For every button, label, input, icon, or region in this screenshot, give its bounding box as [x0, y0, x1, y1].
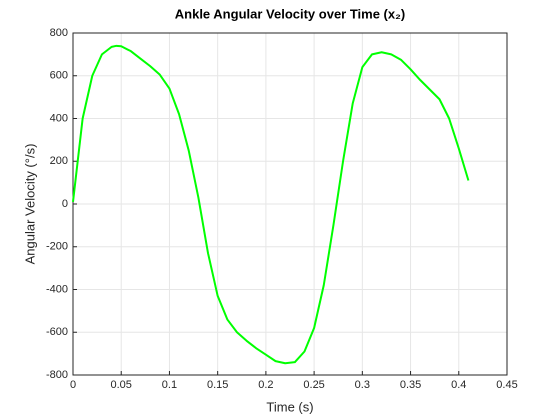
y-tick-label: -400 [46, 283, 68, 295]
y-tick-label: 200 [50, 155, 68, 167]
y-tick-label: -800 [46, 369, 68, 381]
y-tick-label: -600 [46, 326, 68, 338]
chart-title: Ankle Angular Velocity over Time (x₂) [175, 6, 405, 21]
x-axis-label: Time (s) [266, 399, 313, 414]
x-tick-label: 0.1 [162, 379, 177, 391]
plot-frame [72, 32, 508, 376]
x-tick-label: 0.05 [111, 379, 132, 391]
x-tick-label: 0.3 [355, 379, 370, 391]
y-axis-label: Angular Velocity (°/s) [22, 144, 37, 265]
x-tick-label: 0.4 [451, 379, 466, 391]
y-tick-label: 0 [62, 198, 68, 210]
x-tick-label: 0.35 [400, 379, 421, 391]
x-tick-label: 0.2 [258, 379, 273, 391]
y-tick-label: 400 [50, 112, 68, 124]
x-tick-label: 0.45 [496, 379, 517, 391]
x-tick-label: 0.25 [303, 379, 324, 391]
y-tick-label: -200 [46, 241, 68, 253]
y-tick-label: 800 [50, 27, 68, 39]
y-tick-label: 600 [50, 70, 68, 82]
x-tick-label: 0.15 [207, 379, 228, 391]
x-tick-label: 0 [70, 379, 76, 391]
data-line [72, 44, 470, 365]
